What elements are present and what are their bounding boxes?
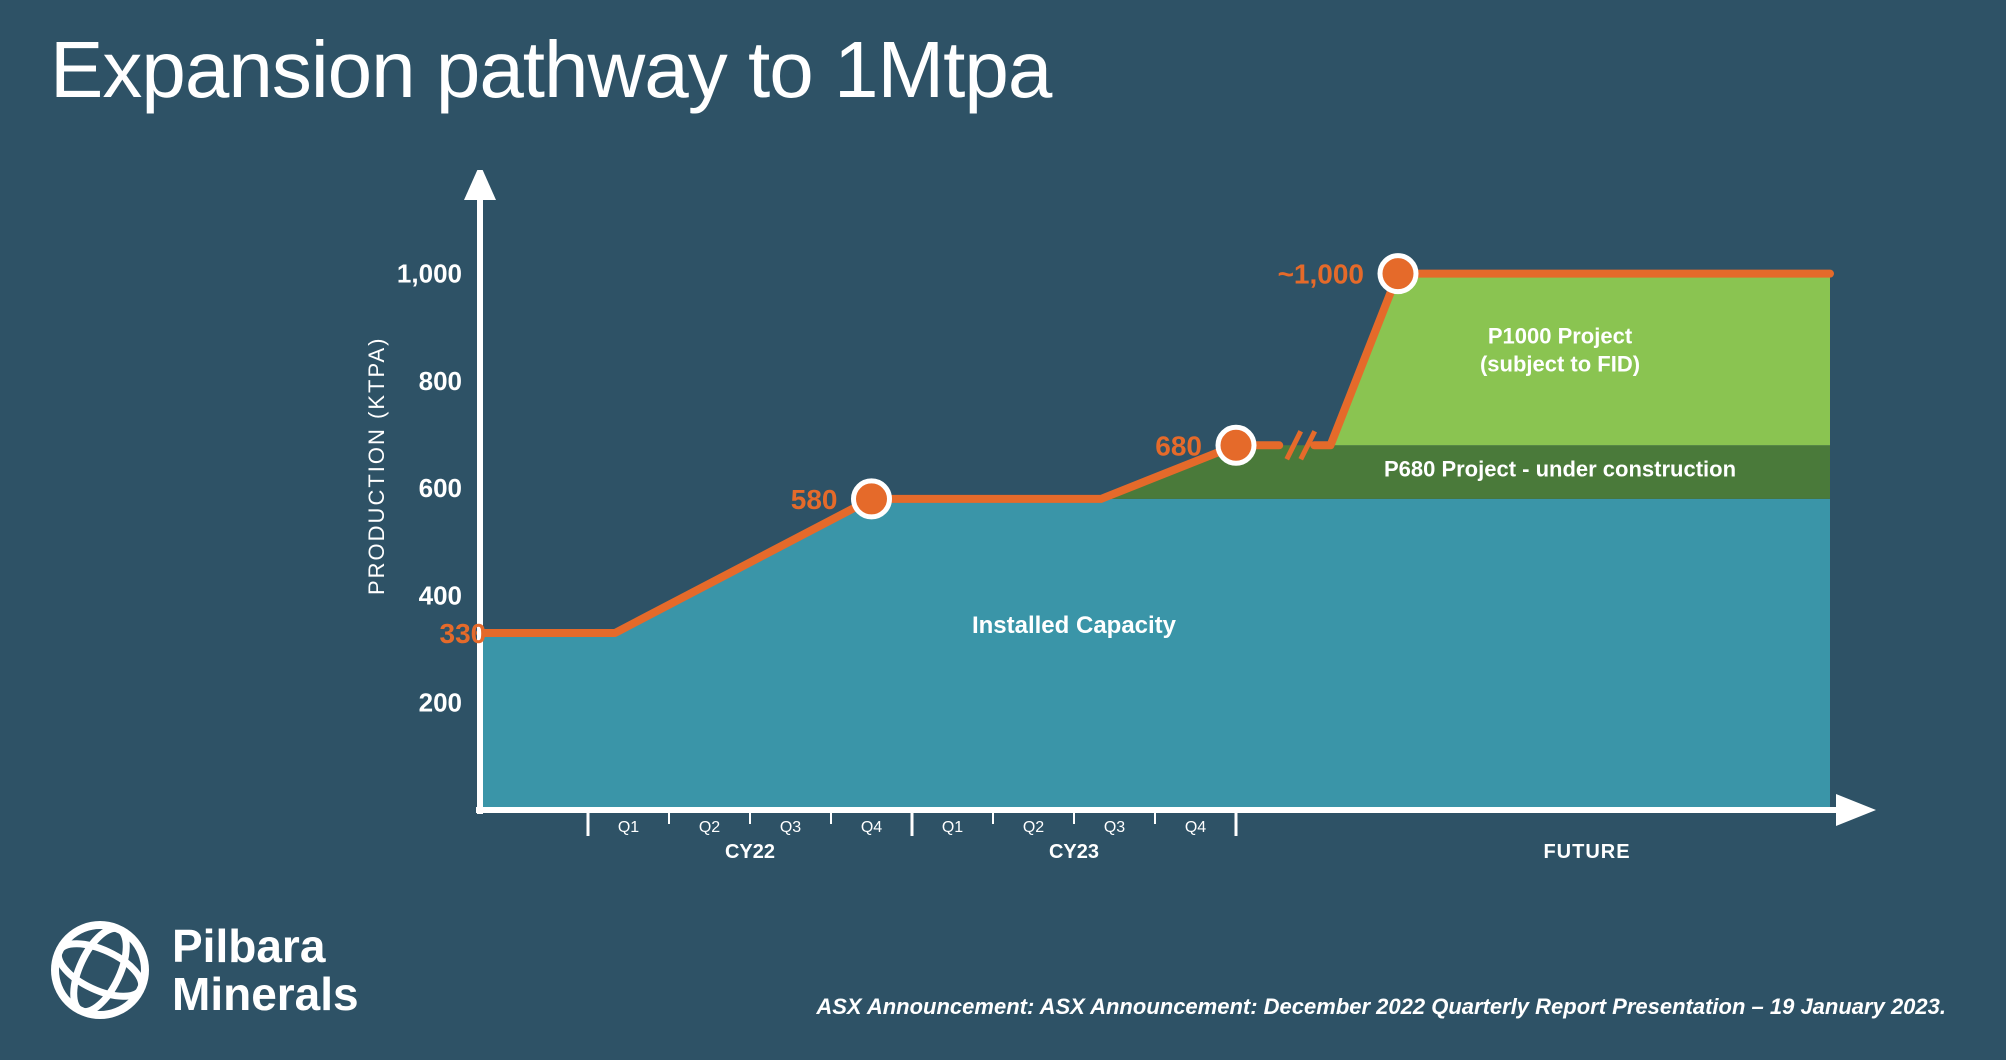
milestone-dot [1218,427,1254,463]
expansion-chart: Installed Capacity P680 Project - under c… [360,170,1880,910]
x-quarter-label: Q3 [780,819,801,836]
x-quarter-label: Q4 [1185,819,1206,836]
footnote: ASX Announcement: ASX Announcement: Dece… [816,994,1946,1020]
label-installed: Installed Capacity [972,612,1177,639]
milestone-label: 680 [1155,430,1202,461]
y-axis-label: PRODUCTION (KTPA) [364,337,389,595]
label-p1000-sub: (subject to FID) [1480,351,1640,376]
x-axis-arrow [1836,794,1876,826]
logo-line2: Minerals [172,970,359,1018]
company-logo: Pilbara Minerals [50,920,359,1020]
y-tick-label: 200 [419,688,462,718]
x-year-label: CY23 [1049,841,1099,863]
x-quarter-label: Q2 [699,819,720,836]
label-p1000: P1000 Project [1488,323,1633,348]
y-tick-label: 1,000 [397,259,462,289]
area-installed [480,499,1830,810]
logo-text: Pilbara Minerals [172,922,359,1019]
y-tick-label: 400 [419,580,462,610]
x-future-label: FUTURE [1543,841,1630,863]
milestone-label: 580 [791,484,838,515]
x-quarter-label: Q2 [1023,819,1044,836]
label-p680: P680 Project - under construction [1384,456,1736,481]
chart-container: Installed Capacity P680 Project - under c… [360,170,1880,910]
x-quarter-label: Q3 [1104,819,1125,836]
page-title: Expansion pathway to 1Mtpa [50,24,1051,116]
milestone-label: 330 [440,618,487,649]
logo-line1: Pilbara [172,922,359,970]
y-tick-label: 800 [419,366,462,396]
x-quarter-label: Q4 [861,819,882,836]
globe-icon [50,920,150,1020]
milestone-dot [854,481,890,517]
x-year-label: CY22 [725,841,775,863]
slide-root: Expansion pathway to 1Mtpa Installed Cap… [0,0,2006,1060]
y-tick-label: 600 [419,473,462,503]
y-axis-arrow [464,170,496,200]
milestone-label: ~1,000 [1278,259,1364,290]
milestone-dot [1380,256,1416,292]
x-quarter-label: Q1 [618,819,639,836]
x-quarter-label: Q1 [942,819,963,836]
